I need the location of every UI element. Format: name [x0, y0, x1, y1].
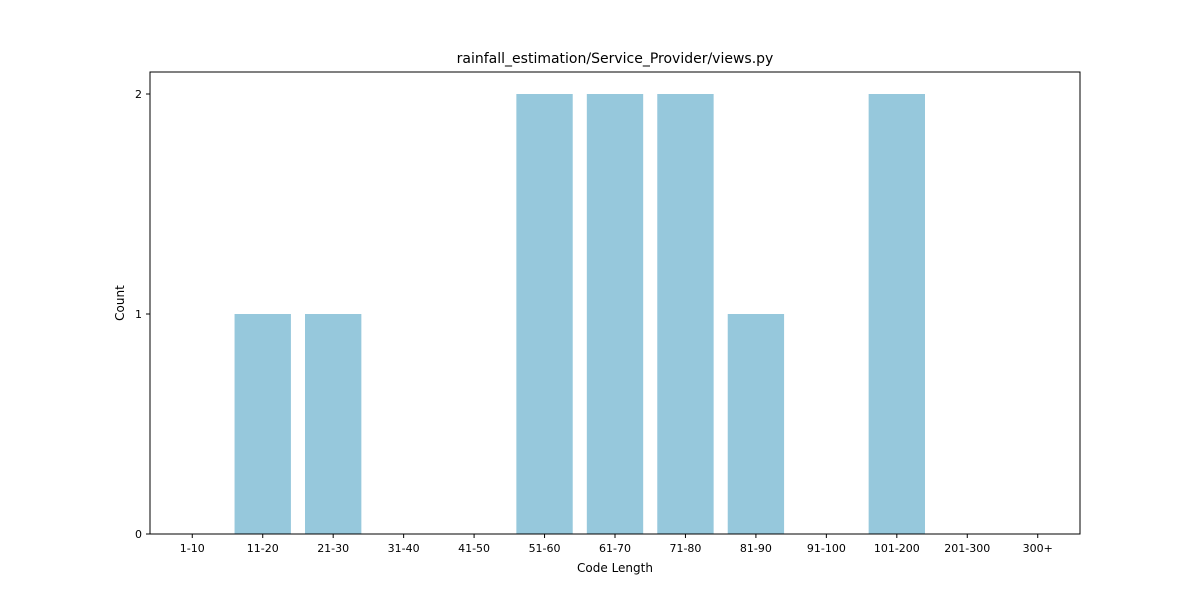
bar-81-90	[727, 314, 785, 534]
x-tick-label: 101-200	[874, 542, 920, 555]
bar-101-200	[868, 94, 925, 534]
x-tick-label: 71-80	[669, 542, 701, 555]
x-tick-label: 201-300	[944, 542, 990, 555]
x-tick-label: 11-20	[247, 542, 279, 555]
bar-51-60	[516, 94, 573, 534]
chart-title: rainfall_estimation/Service_Provider/vie…	[457, 51, 774, 67]
x-axis-label: Code Length	[577, 561, 653, 575]
x-tick-label: 41-50	[458, 542, 490, 555]
bar-61-70	[586, 94, 644, 534]
x-tick-label: 61-70	[599, 542, 631, 555]
x-tick-label: 1-10	[180, 542, 205, 555]
y-tick-label: 1	[135, 308, 142, 321]
x-tick-label: 300+	[1023, 542, 1053, 555]
x-tick-label: 31-40	[388, 542, 420, 555]
y-tick-label: 2	[135, 88, 142, 101]
y-axis: 0 1 2	[135, 88, 150, 541]
bar-11-20	[234, 314, 291, 534]
x-tick-label: 21-30	[317, 542, 349, 555]
bar-21-30	[305, 314, 362, 534]
x-tick-label: 91-100	[807, 542, 846, 555]
x-tick-label: 51-60	[529, 542, 561, 555]
y-tick-label: 0	[135, 528, 142, 541]
y-axis-label: Count	[113, 285, 127, 321]
x-axis: 1-10 11-20 21-30 31-40 41-50 51-60 61-70 71-80 8…	[180, 534, 1053, 555]
x-tick-label: 81-90	[740, 542, 772, 555]
bars-layer	[234, 94, 925, 534]
bar-71-80	[657, 94, 714, 534]
